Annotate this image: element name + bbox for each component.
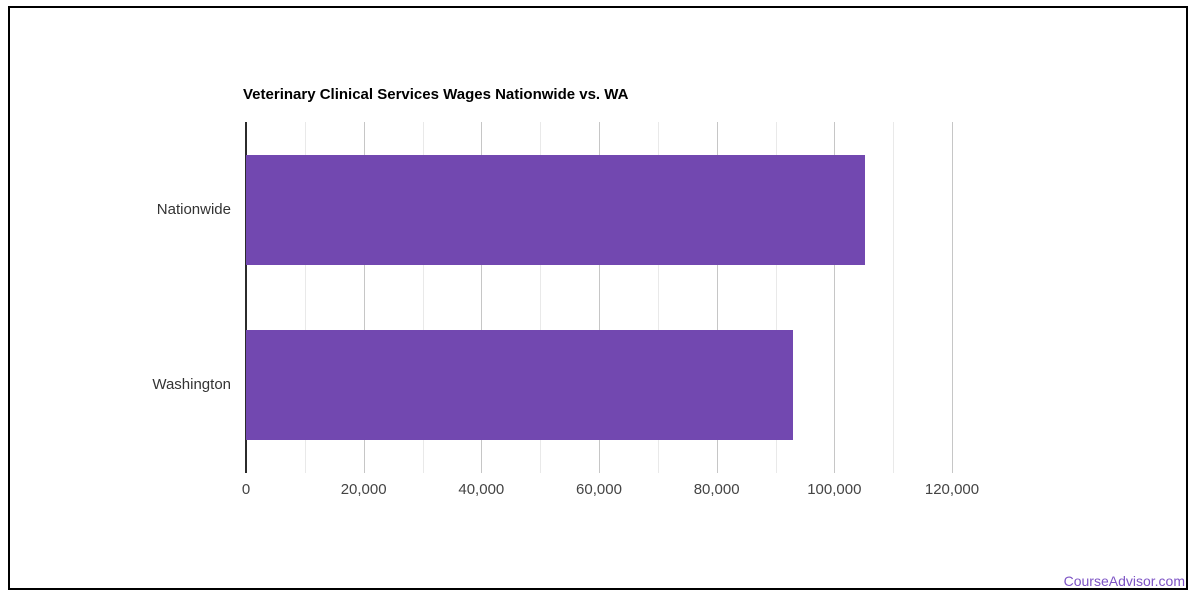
minor-gridline-110000 — [893, 122, 895, 473]
category-label-nationwide: Nationwide — [156, 200, 231, 218]
minor-gridline-30000 — [422, 122, 424, 473]
x-tick-label-40000: 40,000 — [458, 481, 505, 498]
minor-gridline-70000 — [657, 122, 659, 473]
minor-gridline-10000 — [304, 122, 306, 473]
chart-title: Veterinary Clinical Services Wages Natio… — [243, 86, 629, 103]
bar-washington[interactable] — [246, 330, 794, 441]
major-gridline-80000 — [716, 122, 718, 473]
x-tick-label-0: 0 — [241, 481, 251, 498]
category-label-washington: Washington — [152, 376, 231, 394]
minor-gridline-90000 — [775, 122, 777, 473]
plot-area — [245, 122, 953, 473]
courseadvisor-link[interactable]: CourseAdvisor.com — [1063, 573, 1185, 589]
major-gridline-100000 — [834, 122, 836, 473]
x-tick-label-80000: 80,000 — [693, 481, 740, 498]
x-tick-label-60000: 60,000 — [576, 481, 622, 498]
bar-nationwide[interactable] — [246, 154, 865, 265]
major-gridline-60000 — [599, 122, 600, 473]
x-tick-label-20000: 20,000 — [340, 481, 387, 498]
minor-gridline-50000 — [540, 122, 542, 473]
y-axis-line — [245, 122, 247, 473]
x-tick-label-120000: 120,000 — [924, 481, 980, 498]
major-gridline-20000 — [363, 122, 365, 473]
category-labels: Nationwide Washington — [0, 122, 231, 473]
x-axis-labels: 0 20,000 40,000 60,000 80,000 100,000 120,000 — [242, 481, 1006, 501]
major-gridline-120000 — [952, 122, 953, 473]
major-gridline-40000 — [481, 122, 483, 473]
x-tick-label-100000: 100,000 — [807, 481, 862, 498]
